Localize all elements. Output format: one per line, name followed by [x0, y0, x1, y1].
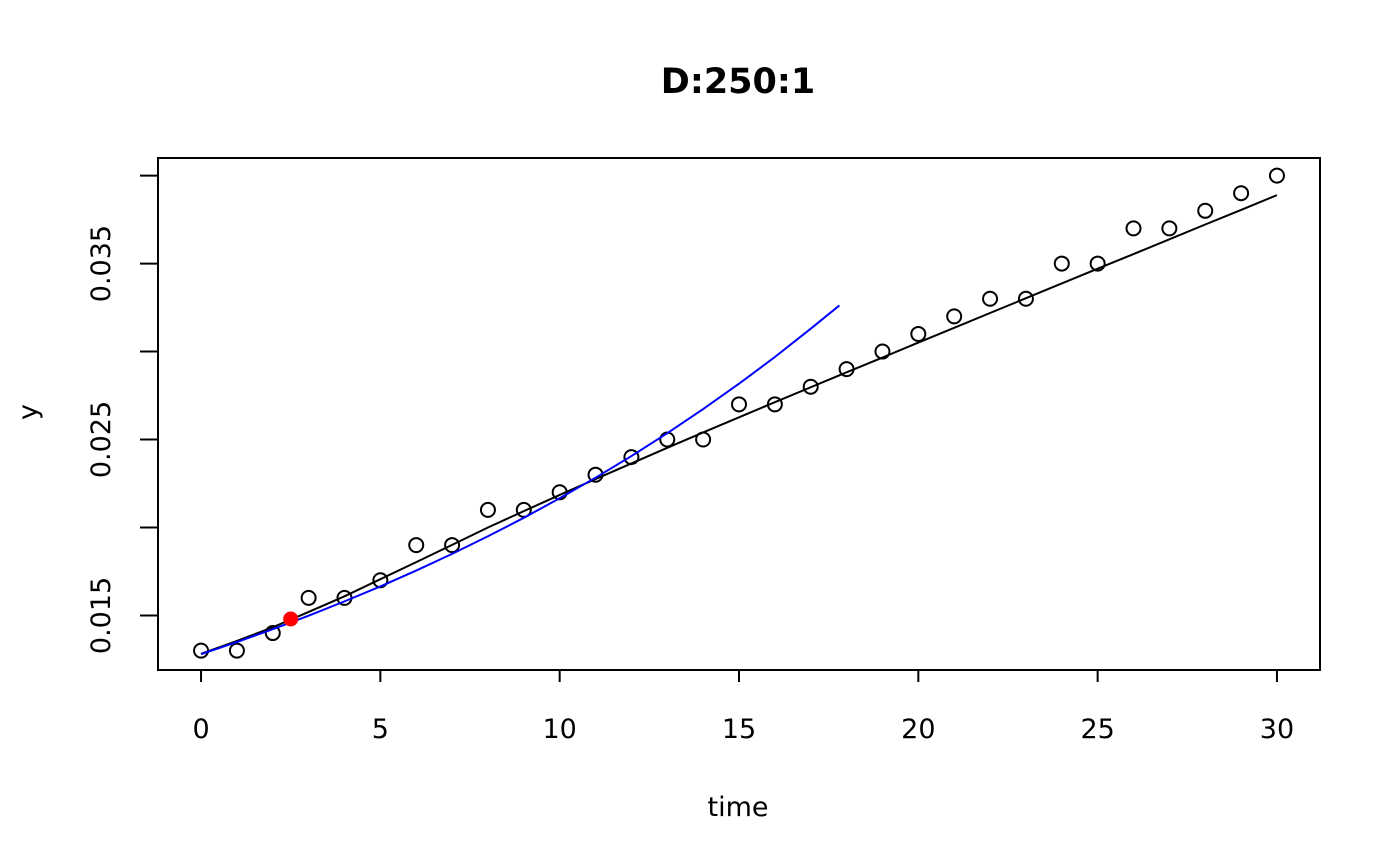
x-tick-label: 15 [722, 714, 756, 745]
chart-title: D:250:1 [661, 62, 815, 102]
data-point [1233, 185, 1250, 202]
data-point [1268, 167, 1285, 184]
x-tick-label: 20 [901, 714, 935, 745]
data-point [946, 308, 963, 325]
data-point [1017, 290, 1034, 307]
x-tick-label: 0 [192, 714, 209, 745]
y-tick-label: 0.015 [86, 577, 117, 654]
data-point [982, 290, 999, 307]
x-tick-label: 5 [372, 714, 389, 745]
data-point [1089, 255, 1106, 272]
plot-frame [157, 157, 1321, 671]
y-tick-label: 0.025 [86, 401, 117, 478]
x-axis: 0 5 10 15 20 25 30 [192, 669, 1294, 745]
blue-fit-line [200, 304, 841, 656]
y-axis: 0.015 0.025 0.035 [86, 174, 159, 654]
y-tick-label: 0.035 [86, 225, 117, 302]
highlight-point [283, 611, 299, 627]
data-point [228, 642, 245, 659]
data-point [264, 625, 281, 642]
series-layer [193, 167, 1285, 659]
data-point [802, 378, 819, 395]
x-axis-label: time [707, 792, 768, 823]
data-point [587, 466, 604, 483]
data-point [659, 431, 676, 448]
data-point [910, 325, 927, 342]
data-point [444, 537, 461, 554]
data-point [1125, 220, 1142, 237]
black-fit-line [200, 194, 1278, 655]
data-point [731, 396, 747, 413]
data-point [1053, 255, 1070, 272]
data-point [408, 537, 425, 554]
data-point [479, 501, 496, 518]
data-point [1197, 202, 1214, 219]
x-tick-label: 25 [1080, 714, 1114, 745]
data-point [300, 589, 317, 606]
y-axis-label: y [13, 404, 44, 420]
x-tick-label: 30 [1260, 714, 1294, 745]
x-tick-label: 10 [542, 714, 576, 745]
data-point [1161, 220, 1178, 237]
data-point [193, 642, 210, 659]
